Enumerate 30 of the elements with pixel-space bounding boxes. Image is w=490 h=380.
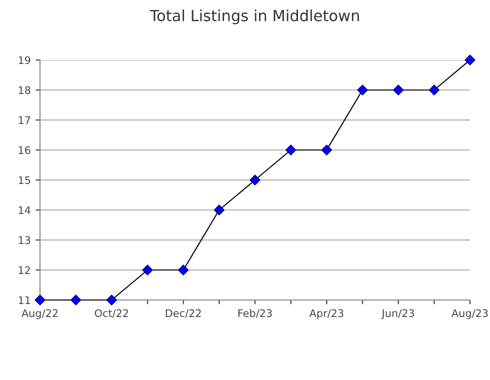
x-tick-label: Aug/23 [452, 309, 488, 320]
x-tick-label: Jun/23 [381, 309, 414, 320]
y-tick-label: 12 [18, 266, 30, 274]
chart-title: Total Listings in Middletown [150, 10, 359, 24]
y-tick-label: 16 [18, 146, 30, 154]
x-tick-label: Dec/22 [166, 309, 201, 318]
point [178, 264, 189, 276]
point [428, 84, 440, 96]
point [321, 144, 332, 156]
y-tick-label: 17 [18, 116, 30, 124]
x-tick-label: Apr/23 [309, 309, 344, 320]
point [464, 54, 476, 66]
point [70, 294, 82, 306]
y-tick-label: 14 [18, 206, 30, 214]
y-tick-label: 19 [18, 56, 30, 64]
y-tick-label: 11 [18, 296, 30, 304]
point [250, 174, 260, 186]
x-tick-label: Aug/22 [22, 309, 58, 320]
y-tick-label: 15 [18, 176, 30, 184]
point [286, 144, 296, 156]
x-tick-label: Feb/23 [238, 309, 272, 318]
y-tick-label: 13 [18, 236, 30, 244]
point [357, 84, 368, 96]
point [106, 294, 117, 306]
point [393, 84, 404, 96]
point [214, 204, 224, 216]
x-tick-label: Oct/22 [94, 309, 128, 318]
point [142, 264, 153, 276]
y-tick-label: 18 [18, 86, 30, 94]
point [34, 294, 46, 306]
